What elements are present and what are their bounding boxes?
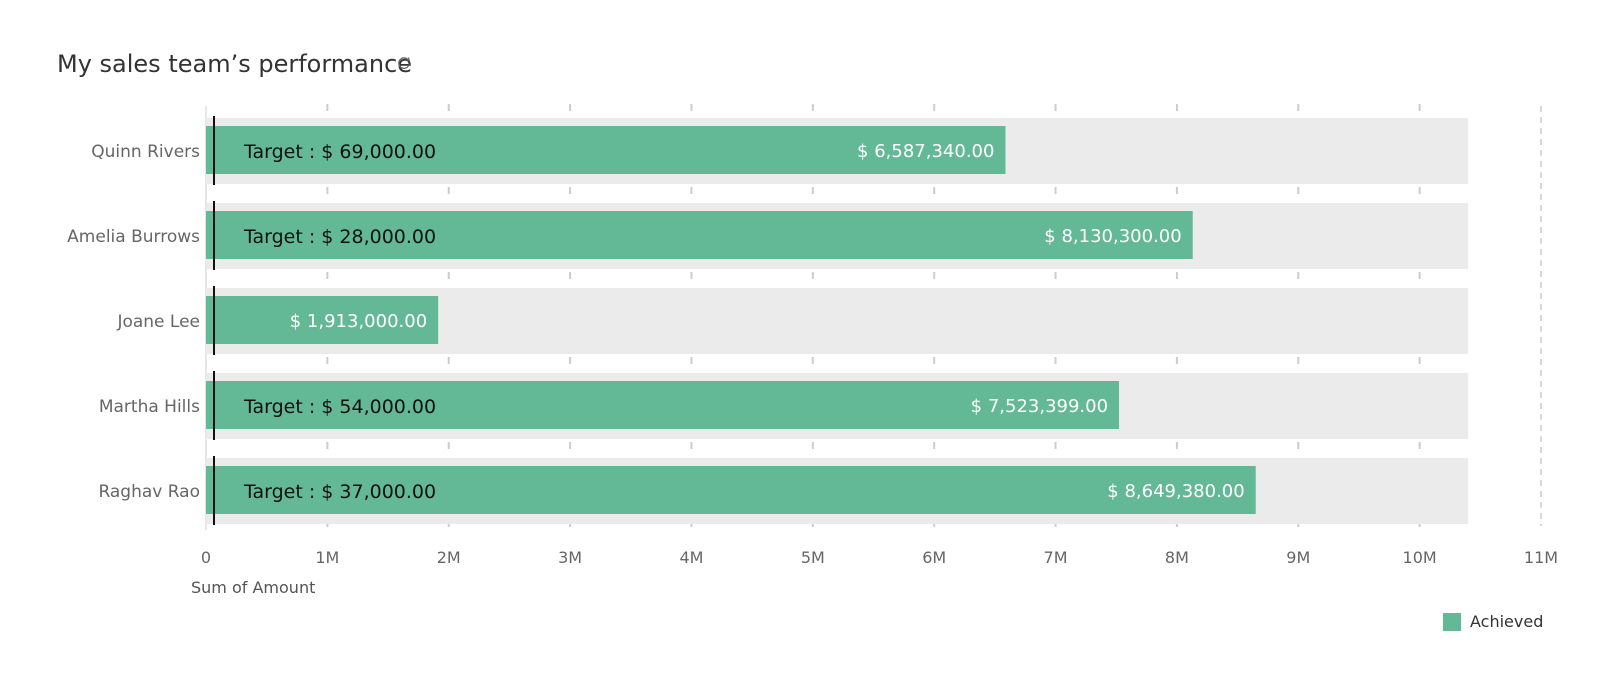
achieved-bar <box>206 126 1006 174</box>
category-label: Amelia Burrows <box>67 227 200 247</box>
category-label: Raghav Rao <box>98 482 200 502</box>
achieved-bar <box>206 381 1120 429</box>
achieved-value-label: $ 1,913,000.00 <box>290 311 427 332</box>
target-label: Target : $ 54,000.00 <box>243 396 436 418</box>
target-label: Target : $ 37,000.00 <box>243 481 436 503</box>
x-tick-label: 9M <box>1286 548 1310 567</box>
achieved-bar <box>206 466 1256 514</box>
chart-title: My sales team’s performance <box>57 50 413 78</box>
achieved-value-label: $ 8,130,300.00 <box>1044 226 1181 247</box>
achieved-value-label: $ 7,523,399.00 <box>971 396 1108 417</box>
refresh-icon[interactable] <box>397 56 411 70</box>
x-tick-label: 8M <box>1165 548 1189 567</box>
target-label: Target : $ 28,000.00 <box>243 226 436 248</box>
x-tick-label: 5M <box>801 548 825 567</box>
x-tick-label: 0 <box>201 548 211 567</box>
x-axis-title: Sum of Amount <box>191 578 315 597</box>
x-tick-label: 3M <box>558 548 582 567</box>
achieved-bar <box>206 296 439 344</box>
legend-label[interactable]: Achieved <box>1470 612 1543 631</box>
x-tick-label: 7M <box>1044 548 1068 567</box>
x-tick-label: 1M <box>315 548 339 567</box>
category-label: Quinn Rivers <box>91 142 200 162</box>
target-label: Target : $ 69,000.00 <box>243 141 436 163</box>
x-tick-label: 11M <box>1524 548 1558 567</box>
x-tick-label: 2M <box>437 548 461 567</box>
achieved-value-label: $ 8,649,380.00 <box>1107 481 1244 502</box>
category-label: Martha Hills <box>99 397 200 417</box>
legend-swatch <box>1443 613 1461 631</box>
x-tick-label: 4M <box>679 548 703 567</box>
category-label: Joane Lee <box>116 312 200 332</box>
x-tick-label: 10M <box>1403 548 1437 567</box>
achieved-value-label: $ 6,587,340.00 <box>857 141 994 162</box>
achieved-bar <box>206 211 1193 259</box>
x-tick-label: 6M <box>922 548 946 567</box>
